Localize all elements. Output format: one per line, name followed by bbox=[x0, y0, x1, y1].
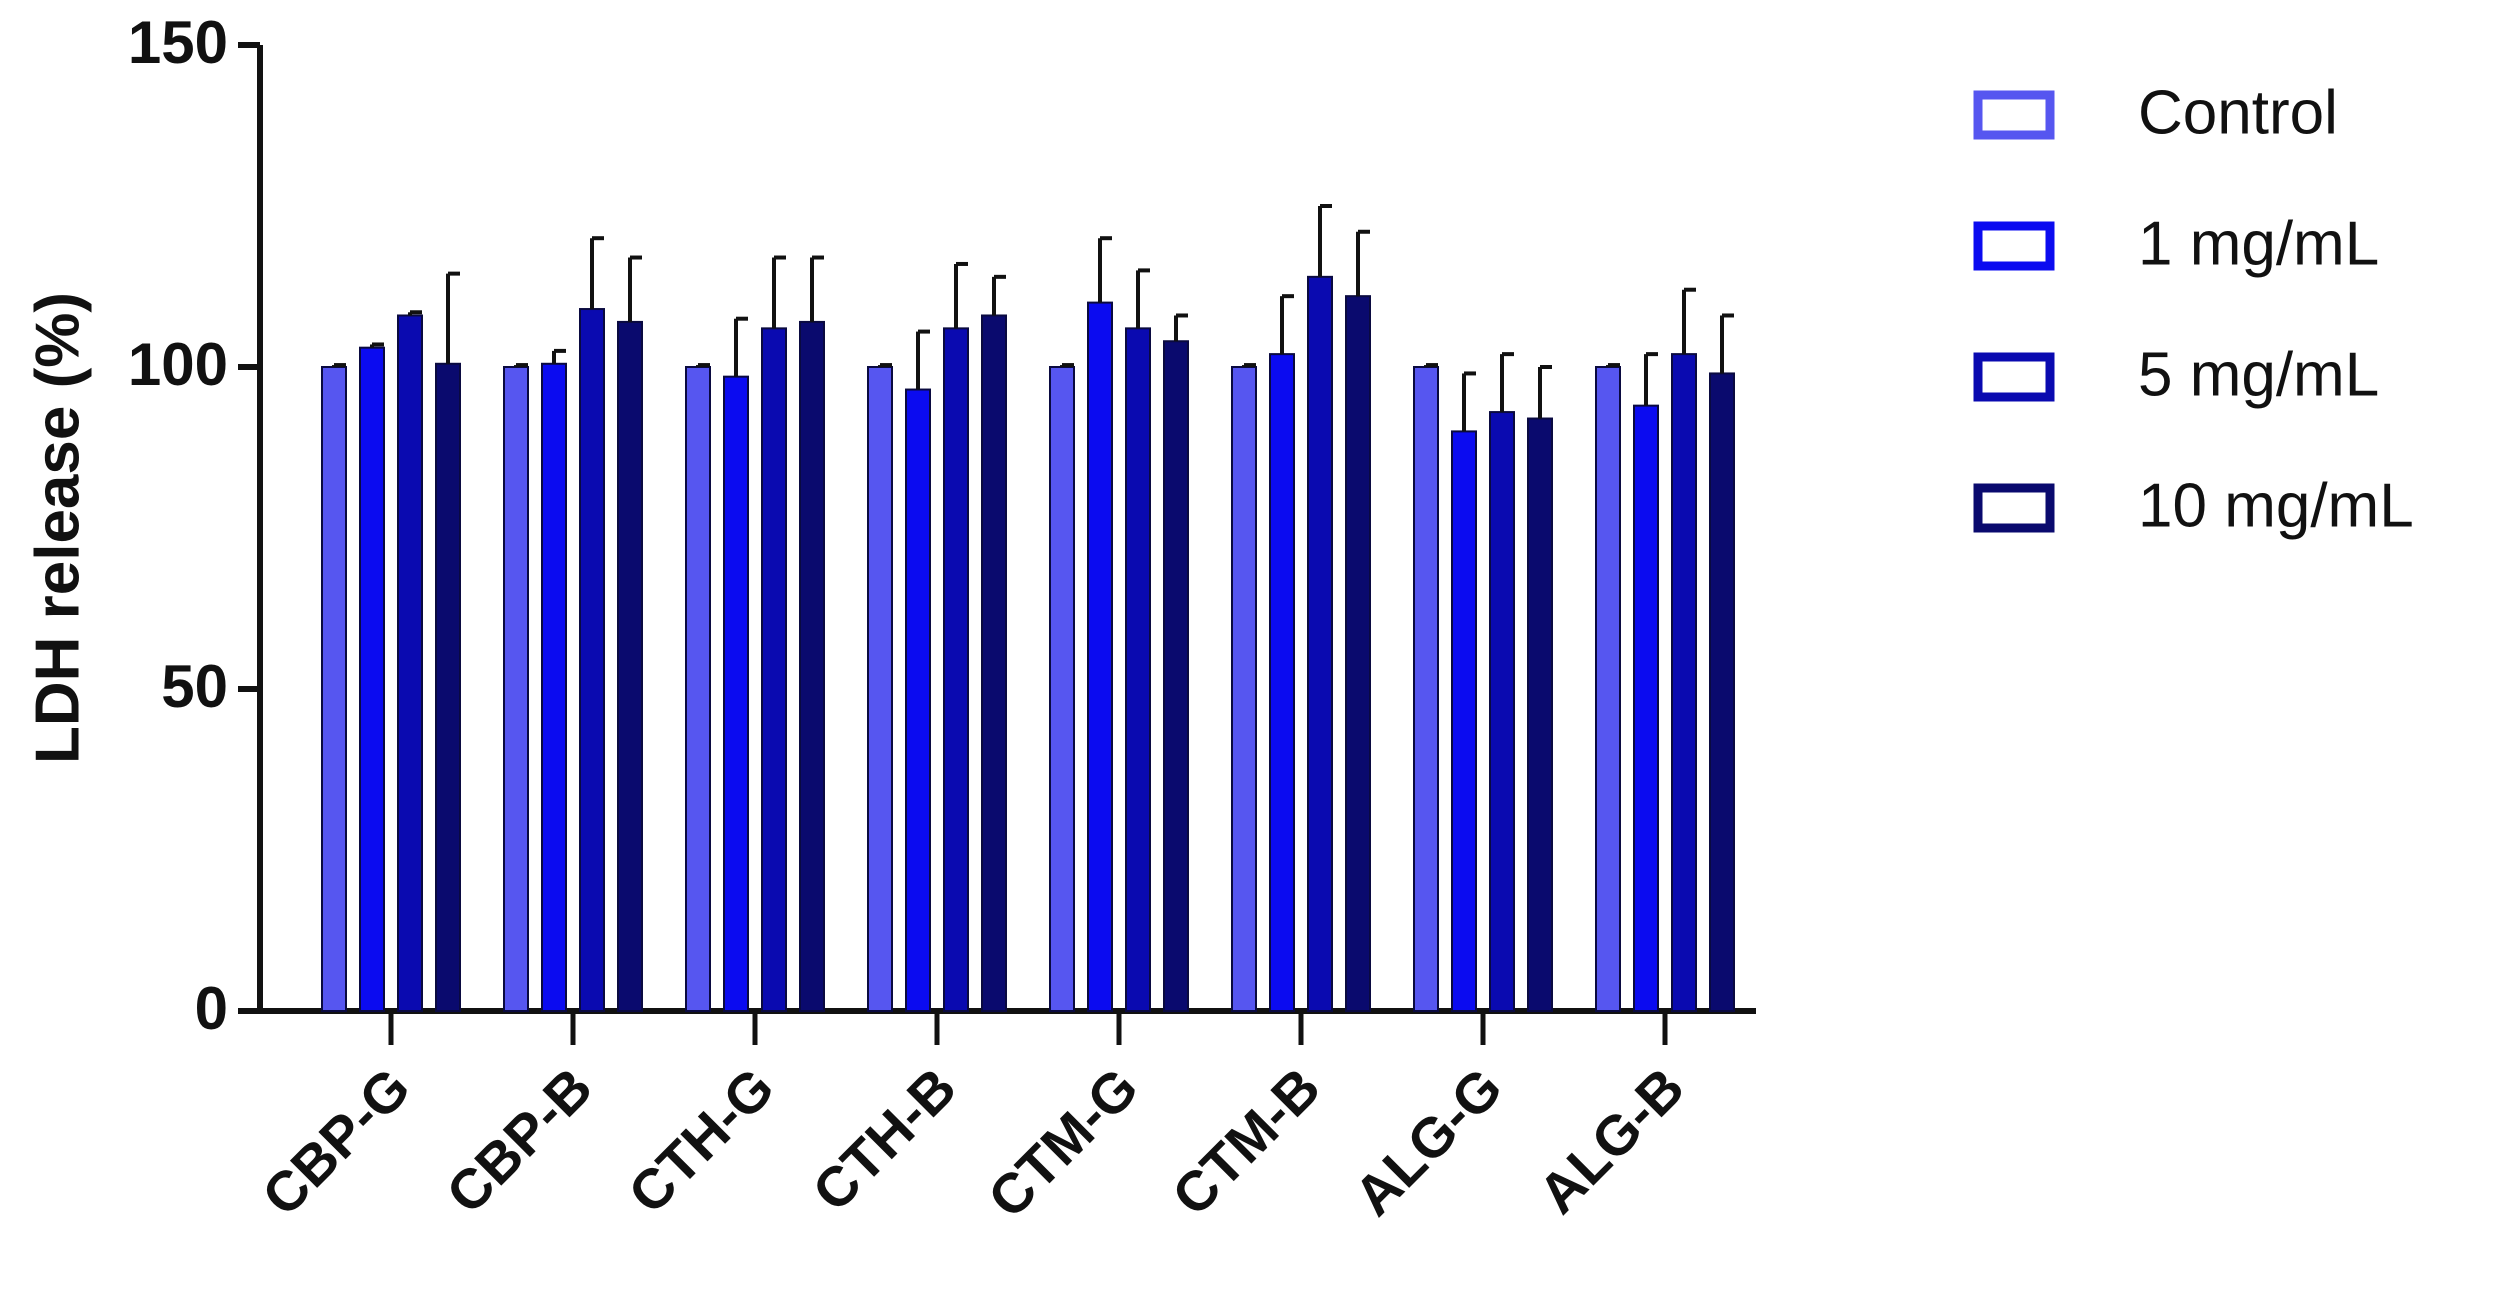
legend-swatch bbox=[1973, 90, 2055, 140]
legend-swatch bbox=[1973, 483, 2055, 533]
bar bbox=[1125, 327, 1151, 1012]
y-axis-title: LDH release (%) bbox=[23, 292, 92, 764]
bar bbox=[799, 320, 825, 1013]
x-tick-label: CTM-B bbox=[1160, 1055, 1332, 1227]
bar bbox=[1163, 340, 1189, 1012]
bar bbox=[1527, 417, 1553, 1012]
bar bbox=[905, 388, 931, 1013]
legend-label: 1 mg/mL bbox=[2138, 209, 2379, 278]
bar bbox=[1413, 366, 1439, 1012]
y-tick-label: 50 bbox=[161, 653, 228, 720]
x-tick-label: CTH-B bbox=[800, 1055, 968, 1223]
y-tick-label: 100 bbox=[128, 331, 228, 398]
x-tick-label: ALG-B bbox=[1526, 1055, 1696, 1225]
y-tick-label: 150 bbox=[128, 9, 228, 76]
bar bbox=[321, 366, 347, 1012]
x-tick-label: ALG-G bbox=[1342, 1055, 1514, 1227]
bar bbox=[1671, 353, 1697, 1012]
bar bbox=[1633, 404, 1659, 1012]
bar bbox=[1231, 366, 1257, 1012]
legend-swatch bbox=[1973, 221, 2055, 271]
bar bbox=[1345, 295, 1371, 1013]
bar bbox=[1451, 430, 1477, 1012]
bar bbox=[1269, 353, 1295, 1012]
x-tick-label: CBP-B bbox=[434, 1055, 604, 1225]
bar bbox=[617, 320, 643, 1013]
bar bbox=[397, 314, 423, 1013]
legend-label: 5 mg/mL bbox=[2138, 340, 2379, 409]
bar bbox=[579, 308, 605, 1013]
bar bbox=[1489, 411, 1515, 1012]
bar bbox=[1709, 372, 1735, 1012]
legend-swatch bbox=[1973, 352, 2055, 402]
bar bbox=[503, 366, 529, 1012]
bar bbox=[1595, 366, 1621, 1012]
bar bbox=[1307, 275, 1333, 1012]
x-tick-label: CTH-G bbox=[616, 1055, 786, 1225]
x-tick-label: CBP-G bbox=[250, 1055, 422, 1227]
bar bbox=[435, 362, 461, 1012]
bar bbox=[359, 346, 385, 1012]
y-tick-label: 0 bbox=[195, 975, 228, 1042]
bar bbox=[761, 327, 787, 1012]
bar bbox=[943, 327, 969, 1012]
x-tick-label: CTM-G bbox=[976, 1055, 1150, 1229]
bar bbox=[1049, 366, 1075, 1012]
bar bbox=[1087, 301, 1113, 1013]
bar bbox=[541, 362, 567, 1012]
bar bbox=[867, 366, 893, 1012]
bar bbox=[723, 375, 749, 1013]
legend-label: 10 mg/mL bbox=[2138, 471, 2414, 540]
bar bbox=[981, 314, 1007, 1013]
bar bbox=[685, 366, 711, 1012]
legend-label: Control bbox=[2138, 78, 2338, 147]
